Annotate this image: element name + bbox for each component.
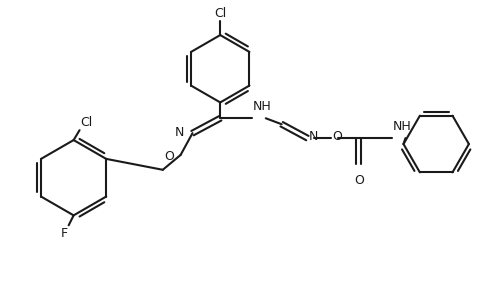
Text: NH: NH: [393, 120, 411, 133]
Text: NH: NH: [253, 100, 272, 113]
Text: N: N: [175, 126, 185, 139]
Text: O: O: [164, 150, 174, 163]
Text: Cl: Cl: [214, 7, 226, 20]
Text: O: O: [354, 174, 364, 187]
Text: F: F: [60, 227, 68, 240]
Text: Cl: Cl: [81, 116, 93, 129]
Text: O: O: [332, 130, 342, 143]
Text: N: N: [308, 130, 318, 143]
